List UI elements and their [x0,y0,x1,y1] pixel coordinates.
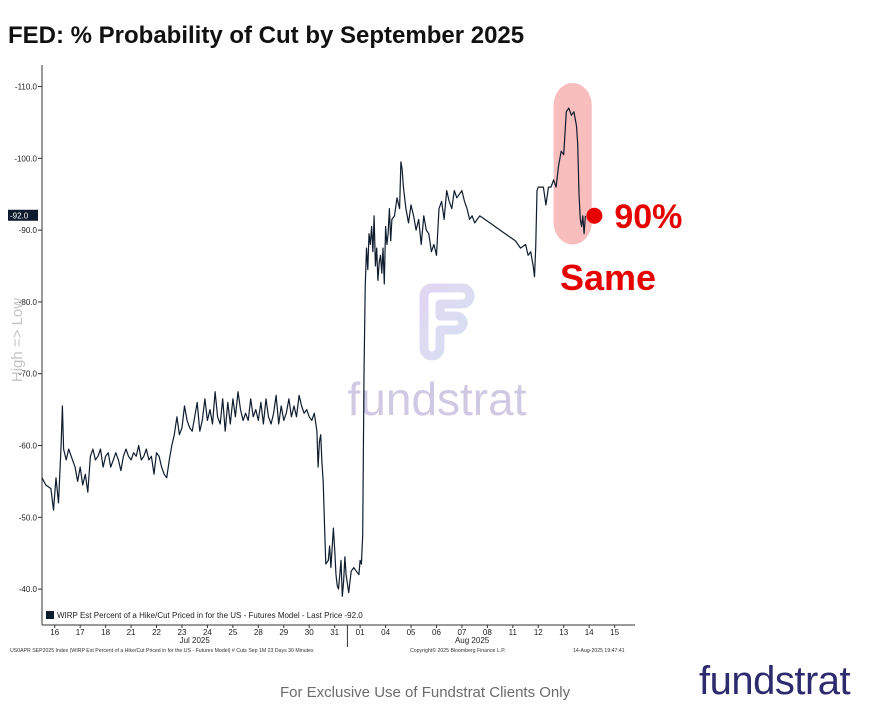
y-tick-label: -90.0 [19,226,38,235]
y-tick-label: -70.0 [19,370,38,379]
x-tick-label: 04 [381,628,390,637]
annotation-value: 90% [614,198,682,236]
x-tick-label: 22 [152,628,161,637]
x-tick-label: 17 [76,628,85,637]
y-tick-label: -50.0 [19,513,38,522]
series-line [41,107,586,597]
x-tick-label: 25 [228,628,237,637]
annotation-dot [586,207,603,224]
page-title: FED: % Probability of Cut by September 2… [8,22,525,49]
x-tick-label: 05 [407,628,416,637]
x-tick-label: 31 [330,628,339,637]
highlight-box [553,82,592,245]
annotation-note: Same [560,257,656,298]
footer-note: For Exclusive Use of Fundstrat Clients O… [280,684,571,701]
x-tick-label: 12 [534,628,543,637]
footer-logo: fundstrat [699,659,851,703]
y-tick-label: -60.0 [19,442,38,451]
copyright-note: Copyright© 2025 Bloomberg Finance L.P. [410,647,505,654]
timestamp-note: 14-Aug-2025 19:47:41 [573,648,625,654]
x-tick-label: 18 [101,628,110,637]
x-month-label: Jul 2025 [180,636,211,645]
x-month-label: Aug 2025 [455,636,490,645]
x-tick-label: 16 [50,628,59,637]
source-note: US0APR SEP2025 Index (WIRP Est Percent o… [10,648,314,654]
x-tick-label: 01 [356,628,365,637]
x-tick-label: 30 [305,628,314,637]
last-price-label: -92.0 [10,211,29,220]
x-tick-label: 15 [610,628,619,637]
y-tick-label: -100.0 [14,154,37,163]
y-axis-label: High => Low [9,298,26,382]
x-ticks: 16 17 18 21 22 23 24 25 28 29 30 31 01 04 05 06 07 08 11 12… [50,625,620,645]
y-tick-label: -110.0 [15,83,38,92]
x-tick-label: 21 [127,628,136,637]
last-price-badge [8,209,38,221]
x-tick-label: 24 [203,628,212,637]
y-tick-label: -40.0 [19,585,38,594]
x-tick-label: 08 [483,628,492,637]
x-tick-label: 07 [457,628,466,637]
watermark-logo-icon [419,283,475,361]
x-tick-label: 13 [559,628,568,637]
y-ticks: -40.0 -50.0 -60.0 -70.0 -80.0 -90.0 -100.0 -110… [14,83,42,594]
watermark-text: fundstrat [348,373,527,425]
x-tick-label: 14 [585,628,594,637]
legend-swatch [46,611,54,619]
legend-text: WIRP Est Percent of a Hike/Cut Priced in… [57,611,363,620]
x-tick-label: 11 [509,628,518,637]
x-tick-label: 23 [178,628,187,637]
y-tick-label: -80.0 [19,298,38,307]
x-tick-label: 28 [254,628,263,637]
x-tick-label: 29 [279,628,288,637]
x-tick-label: 06 [432,628,441,637]
